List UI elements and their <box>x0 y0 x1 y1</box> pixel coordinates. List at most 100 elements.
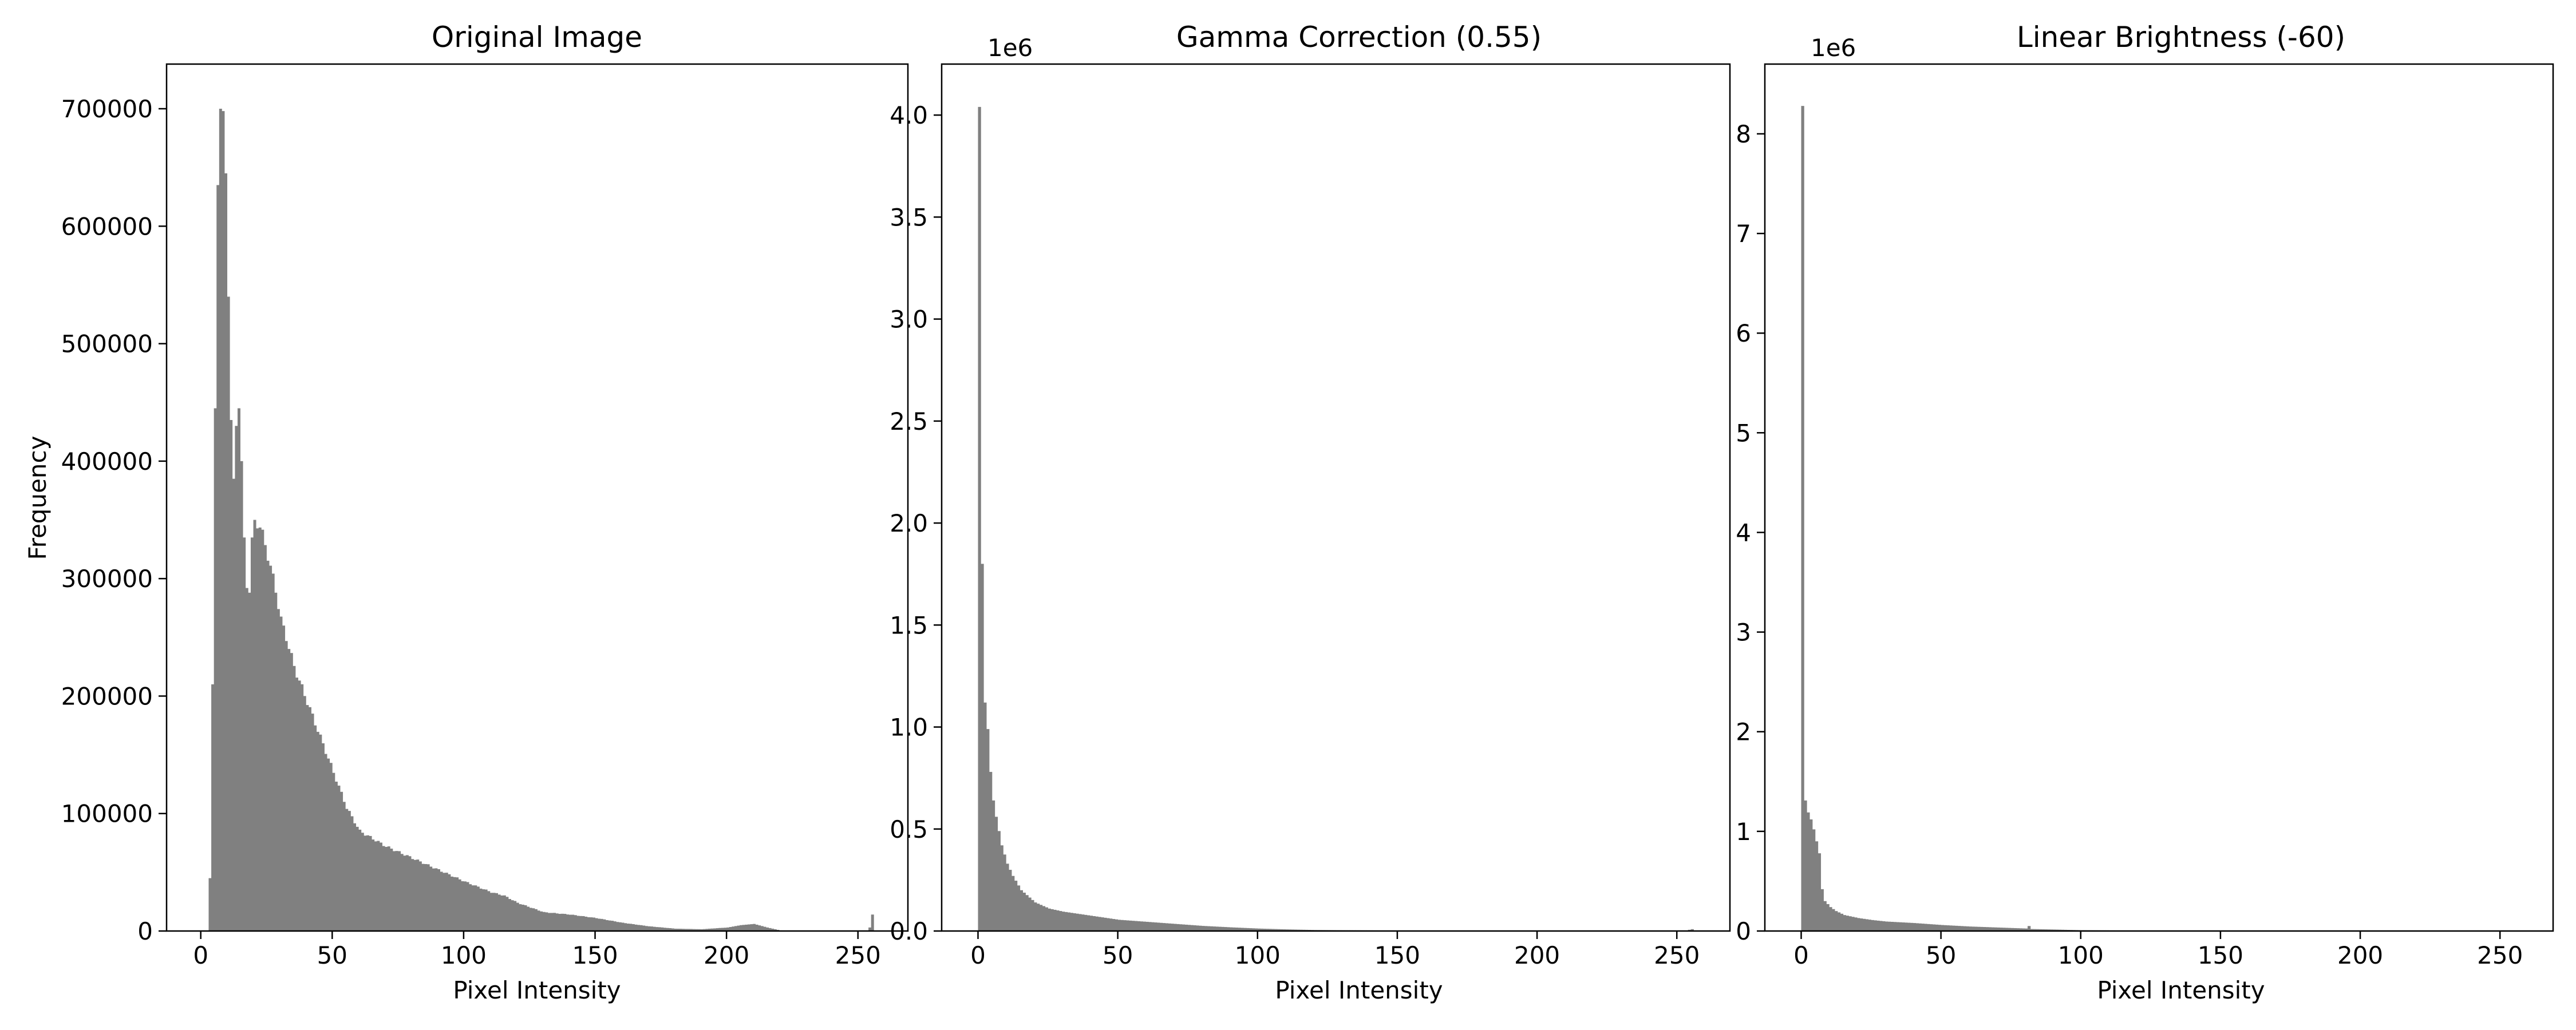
histogram-bar <box>618 922 622 931</box>
histogram-bar <box>340 791 343 931</box>
histogram-bar <box>1913 923 1917 931</box>
histogram-bar <box>1815 841 1819 931</box>
x-tick-label: 100 <box>2058 941 2104 969</box>
histogram-bar <box>750 924 753 931</box>
histogram-bar <box>1804 800 1807 931</box>
histogram-bar <box>1887 921 1891 931</box>
histogram-bar <box>1064 912 1068 931</box>
histogram-bar <box>1862 918 1866 931</box>
histogram-bar <box>768 928 772 931</box>
histogram-bar <box>1277 929 1281 931</box>
histogram-bar <box>1985 927 1989 931</box>
histogram-bar <box>1086 915 1091 931</box>
histogram-bar <box>655 927 659 931</box>
histogram-bar <box>1809 819 1813 931</box>
histogram-bar <box>453 877 456 931</box>
histogram-bar <box>868 927 872 931</box>
histogram-bar <box>563 914 567 931</box>
histogram-bar <box>311 714 314 931</box>
histogram-bar <box>1865 919 1869 931</box>
histogram-bar <box>429 866 433 931</box>
histogram-bar <box>516 902 519 931</box>
x-axis-ticks: 0 50 100 150 200 250 <box>193 931 881 969</box>
histogram-bar <box>647 926 651 931</box>
y-tick-label: 100000 <box>61 800 153 828</box>
histogram-bar <box>613 921 617 931</box>
histogram-bar <box>261 529 264 931</box>
histogram-bar <box>1876 920 1880 931</box>
histogram-bar <box>1067 912 1071 931</box>
histogram-bar <box>413 859 417 931</box>
histogram-bar <box>1154 922 1157 931</box>
histogram-bar <box>1257 928 1261 931</box>
histogram-bar <box>211 684 215 931</box>
y-tick-label: 3.0 <box>890 306 928 334</box>
histogram-bar <box>1907 922 1911 931</box>
y-tick-label: 400000 <box>61 447 153 476</box>
histogram-bar <box>385 847 388 931</box>
histogram-bars <box>978 106 1694 932</box>
histogram-bar <box>616 922 619 931</box>
histogram-bar <box>1930 924 1933 931</box>
histogram-bar <box>421 863 425 931</box>
histogram-bar <box>1006 863 1009 931</box>
histogram-bar <box>1034 902 1037 931</box>
histogram-bar <box>1848 916 1852 931</box>
histogram-bar <box>358 829 362 931</box>
histogram-bar <box>2036 929 2039 931</box>
histogram-bar <box>674 928 677 931</box>
x-axis-label: Pixel Intensity <box>2097 976 2265 1004</box>
histogram-bar <box>497 894 501 931</box>
histogram-bar <box>416 859 420 931</box>
histogram-bar <box>245 588 248 931</box>
histogram-bar <box>576 916 580 931</box>
histogram-bar <box>1174 924 1177 931</box>
histogram-bar <box>240 461 243 931</box>
histogram-bar <box>773 929 777 931</box>
histogram-bar <box>448 874 451 931</box>
histogram-bar <box>758 925 761 931</box>
histogram-bar <box>230 420 233 931</box>
y-tick-label: 4 <box>1736 518 1751 546</box>
histogram-bar <box>1000 845 1003 931</box>
histogram-bar <box>366 835 369 931</box>
histogram-bar <box>555 913 559 931</box>
histogram-bar <box>232 478 235 931</box>
histogram-bar <box>2038 929 2042 931</box>
x-tick-label: 50 <box>1103 941 1133 969</box>
histogram-bar <box>479 888 483 931</box>
x-tick-label: 250 <box>2477 941 2523 969</box>
histogram-bar <box>560 913 564 931</box>
histogram-bar <box>729 927 732 931</box>
histogram-bar <box>595 918 598 931</box>
x-tick-label: 0 <box>193 941 208 969</box>
histogram-bar <box>611 921 614 931</box>
histogram-bar <box>1101 917 1104 931</box>
histogram-bar <box>1932 924 1936 931</box>
histogram-bar <box>1812 829 1816 931</box>
y-axis-ticks: 0 100000 200000 300000 400000 500000 600000 700… <box>61 95 167 945</box>
histogram-bar <box>355 826 359 931</box>
histogram-bar <box>1291 929 1294 931</box>
histogram-bar <box>682 929 685 931</box>
histogram-bar <box>316 731 319 931</box>
histogram-bar <box>1854 917 1858 931</box>
histogram-bar <box>1056 910 1060 931</box>
histogram-bar <box>1266 929 1269 931</box>
y-tick-label: 0 <box>137 917 153 945</box>
histogram-bar <box>432 868 435 931</box>
histogram-bar <box>1171 924 1174 931</box>
histogram-bar <box>702 929 706 931</box>
histogram-bar <box>474 885 477 931</box>
histogram-bar <box>1238 928 1241 931</box>
histogram-bar <box>216 185 220 932</box>
histogram-bar <box>1285 929 1289 931</box>
histogram-bar <box>679 929 682 931</box>
y-tick-label: 0.5 <box>890 815 928 843</box>
histogram-bar <box>489 893 493 931</box>
histogram-bar <box>1832 909 1835 931</box>
histogram-bar <box>1988 927 1992 931</box>
histogram-bar <box>991 800 995 931</box>
histogram-bar <box>1107 918 1110 931</box>
histogram-bar <box>689 929 693 931</box>
